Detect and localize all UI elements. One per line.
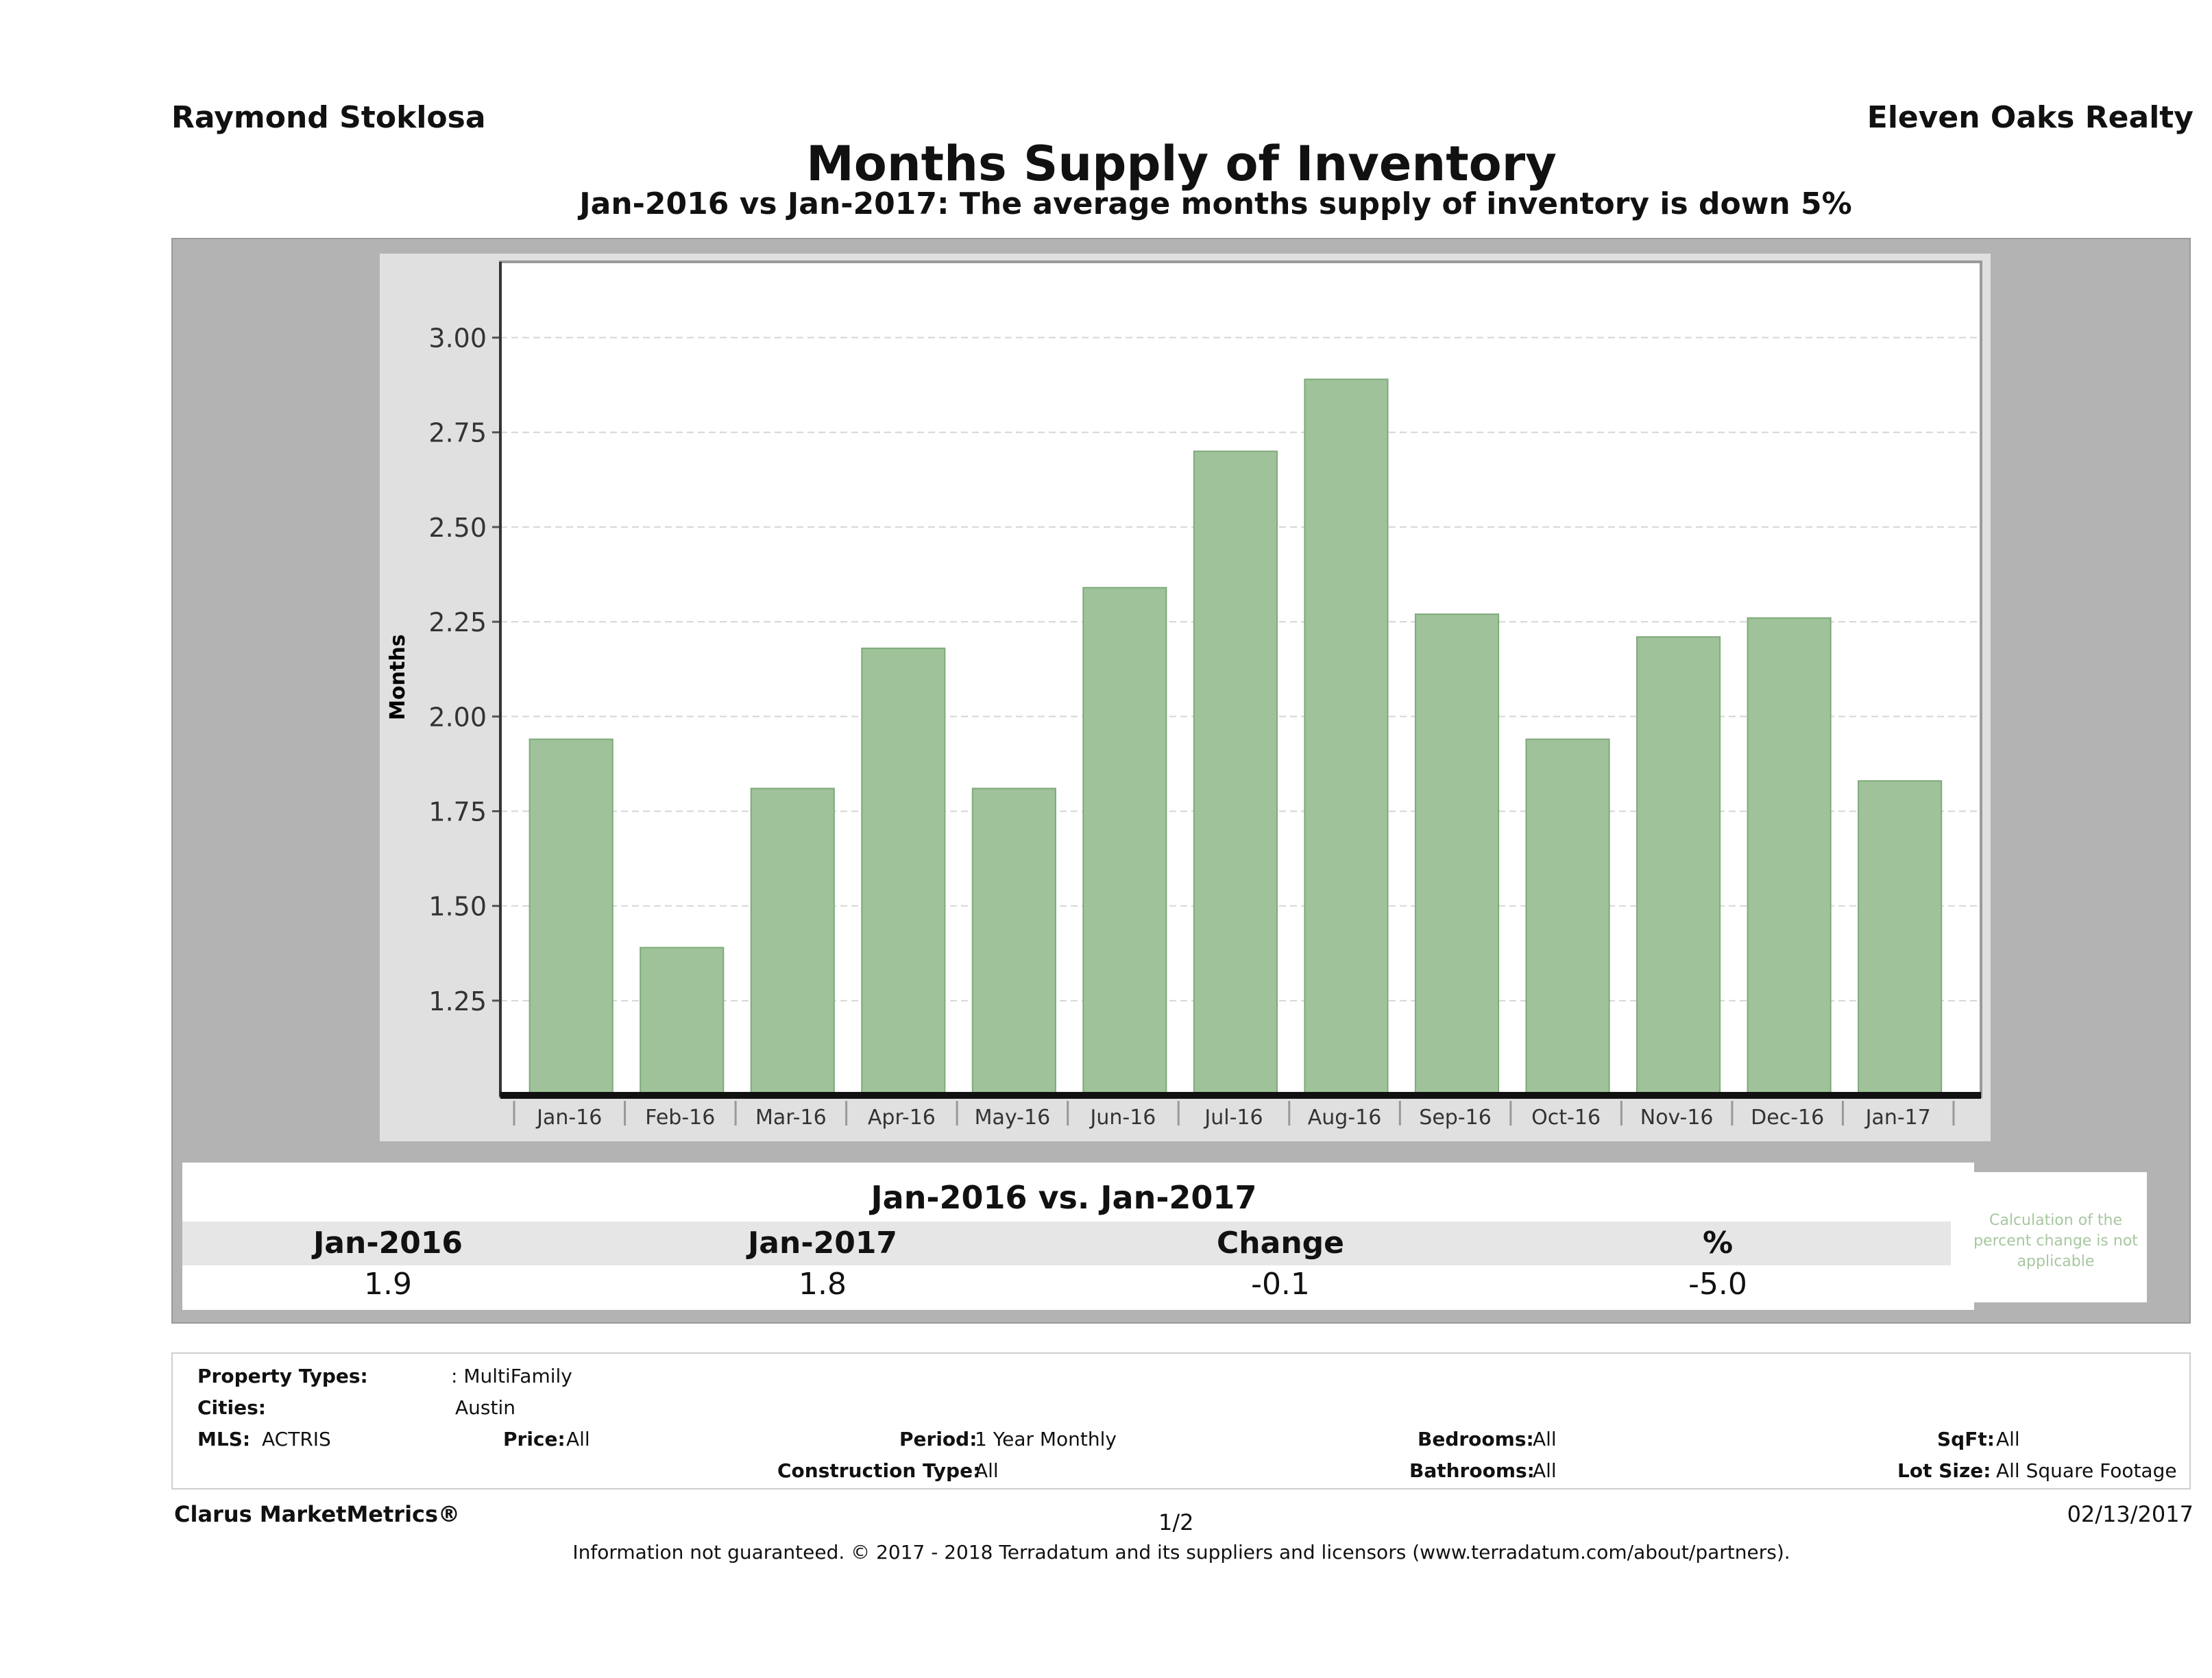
x-tick-label: Oct-16	[1531, 1106, 1601, 1130]
y-tick-label: 2.25	[428, 607, 487, 637]
period-value: 1 Year Monthly	[975, 1428, 1117, 1450]
y-axis-ticks: 1.25 1.50 1.75 2.00 2.25 2.50 2.75 3.00	[428, 324, 500, 1017]
brokerage-name: Eleven Oaks Realty	[1867, 100, 2193, 135]
summary-title-row: Jan-2016 vs. Jan-2017	[193, 1174, 1934, 1221]
percent-change-note-box: Calculation of the percent change is not…	[1965, 1172, 2147, 1302]
construction-type-value: All	[975, 1459, 999, 1482]
y-tick-label: 1.75	[428, 797, 487, 827]
x-tick-label: May-16	[975, 1106, 1051, 1130]
x-axis-ticks: Jan-16 Feb-16 Mar-16 Apr-16 May-16 Jun-16 Jul-…	[513, 1101, 1955, 1130]
bar-may-16	[971, 788, 1056, 1096]
y-tick-label: 2.50	[428, 513, 487, 543]
x-tick-label: Jun-16	[1089, 1106, 1156, 1130]
bar-dec-16	[1747, 617, 1832, 1096]
bar-jul-16	[1193, 450, 1278, 1096]
summary-value-percent: -5.0	[1688, 1267, 1747, 1302]
bathrooms-label: Bathrooms:	[1409, 1459, 1535, 1482]
bar-feb-16	[640, 947, 725, 1096]
x-tick-label: Aug-16	[1308, 1106, 1382, 1130]
bedrooms-value: All	[1533, 1428, 1557, 1450]
lot-size-value: All Square Footage	[1996, 1459, 2177, 1482]
sqft-value: All	[1996, 1428, 2020, 1450]
cities-label: Cities:	[197, 1396, 266, 1419]
x-tick-label: Jan-16	[535, 1106, 602, 1130]
criteria-panel: Property Types: : MultiFamily Cities: Au…	[171, 1352, 2191, 1489]
lot-size-label: Lot Size:	[1897, 1459, 1991, 1482]
summary-header-change: Change	[1217, 1226, 1344, 1261]
x-tick-label: Jan-17	[1864, 1106, 1931, 1130]
summary-panel: Jan-2016 vs. Jan-2017 Jan-2016 Jan-2017 …	[182, 1163, 1974, 1310]
bar-jun-16	[1082, 587, 1167, 1096]
bar-mar-16	[750, 788, 835, 1096]
report-date: 02/13/2017	[2067, 1501, 2193, 1527]
y-tick-label: 3.00	[428, 324, 487, 354]
summary-header-row: Jan-2016 Jan-2017 Change %	[182, 1221, 1951, 1265]
bathrooms-value: All	[1533, 1459, 1557, 1482]
y-axis-label: Months	[386, 634, 410, 720]
bar-oct-16	[1525, 738, 1610, 1096]
chart-subtitle: Jan-2016 vs Jan-2017: The average months…	[579, 186, 1852, 221]
summary-title: Jan-2016 vs. Jan-2017	[871, 1179, 1257, 1216]
chart-title: Months Supply of Inventory	[806, 136, 1557, 192]
bar-aug-16	[1304, 378, 1389, 1096]
sqft-label: SqFt:	[1937, 1428, 1995, 1450]
bar-sep-16	[1414, 613, 1500, 1096]
bars	[528, 378, 1943, 1097]
y-tick-label: 2.75	[428, 418, 487, 448]
property-types-value: : MultiFamily	[451, 1365, 572, 1387]
bar-jan-17	[1858, 780, 1943, 1097]
bar-nov-16	[1636, 636, 1721, 1096]
x-tick-label: Dec-16	[1751, 1106, 1824, 1130]
x-tick-label: Mar-16	[755, 1106, 827, 1130]
y-tick-label: 1.50	[428, 892, 487, 922]
x-tick-label: Apr-16	[868, 1106, 936, 1130]
construction-type-label: Construction Type:	[777, 1459, 981, 1482]
y-tick-label: 2.00	[428, 702, 487, 732]
period-label: Period:	[899, 1428, 977, 1450]
property-types-label: Property Types:	[197, 1365, 368, 1387]
bedrooms-label: Bedrooms:	[1418, 1428, 1534, 1450]
mls-label: MLS:	[197, 1428, 251, 1450]
price-label: Price:	[503, 1428, 566, 1450]
summary-value-jan2016: 1.9	[364, 1267, 412, 1302]
agent-name: Raymond Stoklosa	[171, 100, 486, 135]
summary-value-change: -0.1	[1251, 1267, 1310, 1302]
summary-value-row: 1.9 1.8 -0.1 -5.0	[193, 1265, 1934, 1304]
summary-header-percent: %	[1702, 1226, 1734, 1261]
x-tick-label: Feb-16	[645, 1106, 715, 1130]
summary-header-jan2017: Jan-2017	[747, 1226, 898, 1261]
percent-change-note: Calculation of the percent change is not…	[1973, 1212, 2138, 1270]
mls-value: ACTRIS	[262, 1428, 331, 1450]
summary-header-jan2016: Jan-2016	[313, 1226, 463, 1261]
bar-apr-16	[861, 647, 946, 1096]
price-value: All	[566, 1428, 590, 1450]
disclaimer: Information not guaranteed. © 2017 - 201…	[572, 1541, 1790, 1564]
x-tick-label: Nov-16	[1640, 1106, 1714, 1130]
y-tick-label: 1.25	[428, 986, 487, 1017]
x-tick-label: Sep-16	[1419, 1106, 1492, 1130]
footer-brand: Clarus MarketMetrics®	[174, 1501, 461, 1527]
page-number: 1/2	[1158, 1509, 1194, 1535]
summary-value-jan2017: 1.8	[799, 1267, 847, 1302]
cities-value: Austin	[455, 1396, 515, 1419]
x-tick-label: Jul-16	[1203, 1106, 1263, 1130]
bar-chart: 1.25 1.50 1.75 2.00 2.25 2.50 2.75 3.00 Jan-16 F…	[386, 260, 1982, 1130]
bar-jan-16	[528, 738, 613, 1096]
